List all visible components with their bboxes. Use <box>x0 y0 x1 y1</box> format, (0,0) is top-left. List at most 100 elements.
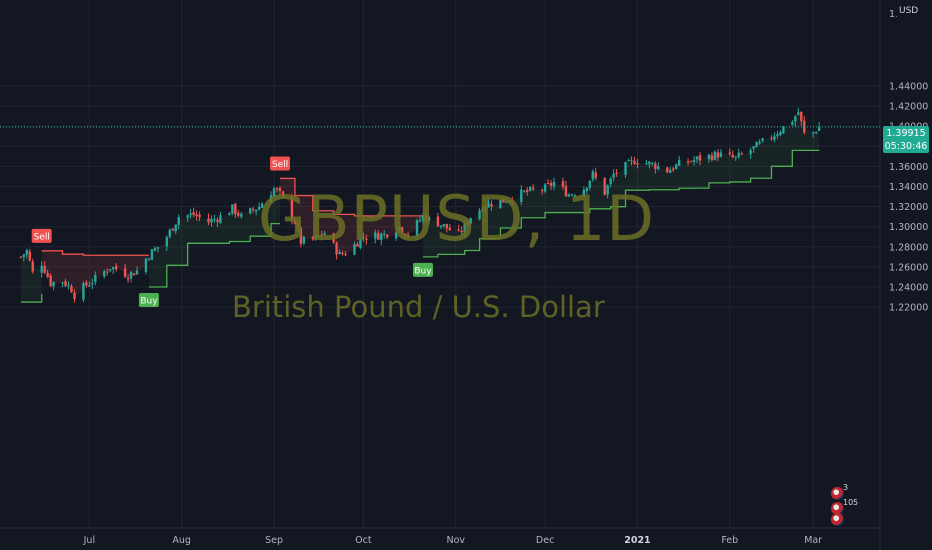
candle-body <box>135 270 139 275</box>
candle-body <box>362 237 365 239</box>
economic-events[interactable]: 3 10 5 <box>829 483 859 527</box>
current-price-tag: 1.39915 05:30:46 <box>883 126 929 153</box>
candle-body <box>794 116 797 122</box>
candle-body <box>28 251 31 261</box>
candle-body <box>505 201 508 203</box>
candle-body <box>147 258 151 260</box>
candle-body <box>731 154 734 158</box>
candle-body <box>323 233 326 235</box>
candle-body <box>749 150 752 155</box>
candle-body <box>523 190 526 192</box>
candle-body <box>85 282 88 286</box>
candle-body <box>624 162 627 175</box>
candle-body <box>70 286 73 293</box>
candle-body <box>654 163 657 170</box>
uptrend-fill <box>148 188 280 287</box>
uptrend-fill <box>422 113 820 257</box>
downtrend-line <box>280 177 423 217</box>
candle-body <box>269 195 273 204</box>
candle-body <box>251 208 255 211</box>
candle-body <box>588 180 591 188</box>
candle-body <box>299 227 303 244</box>
candle-body <box>791 122 794 125</box>
candle-body <box>254 209 258 212</box>
price-axis-label: 1.24000 <box>889 283 928 294</box>
candle-body <box>383 233 386 235</box>
candle-body <box>129 272 133 279</box>
candle-body <box>311 236 314 239</box>
time-axis-label: Sep <box>265 535 283 546</box>
candle-body <box>439 225 443 227</box>
time-axis-label: Feb <box>721 535 738 546</box>
candle-body <box>356 244 359 247</box>
candle-body <box>674 164 678 169</box>
candle-body <box>293 220 297 224</box>
candle-body <box>427 216 431 221</box>
candle-body <box>707 154 711 160</box>
candle-body <box>114 266 118 270</box>
price-axis-label: 1.22000 <box>889 303 928 314</box>
candle-body <box>814 132 818 134</box>
candle-body <box>231 204 234 214</box>
candle-body <box>332 233 335 243</box>
candle-body <box>671 168 675 170</box>
candle-body <box>633 160 636 165</box>
candle-body <box>397 226 401 231</box>
candle-body <box>457 229 460 231</box>
candle-body <box>260 203 264 208</box>
candle-body <box>648 161 651 165</box>
candle-body <box>400 227 404 234</box>
candle-body <box>88 285 91 287</box>
signal-label: Buy <box>414 266 432 276</box>
currency-label[interactable]: USD <box>896 5 922 17</box>
candle-body <box>67 285 70 287</box>
event-badge: 5 <box>853 498 859 507</box>
candle-body <box>487 202 490 208</box>
candle-body <box>40 265 43 273</box>
uptrend-fill <box>20 252 42 303</box>
candle-body <box>445 223 449 229</box>
candle-body <box>442 224 446 226</box>
candle-body <box>64 281 67 287</box>
candle-body <box>686 161 690 163</box>
candle-body <box>564 185 568 197</box>
candle-body <box>359 238 362 248</box>
candle-body <box>126 277 130 280</box>
time-axis-label: Oct <box>355 535 372 546</box>
candle-body <box>502 198 505 203</box>
candle-body <box>52 282 55 287</box>
candle-body <box>153 248 157 251</box>
candle-body <box>561 181 565 187</box>
candle-body <box>776 134 779 137</box>
candle-body <box>418 220 422 222</box>
candle-body <box>508 200 511 202</box>
candle-body <box>770 137 773 139</box>
candle-body <box>713 151 717 160</box>
candle-body <box>228 213 231 216</box>
candle-body <box>463 222 466 233</box>
candle-body <box>165 237 169 247</box>
candle-body <box>234 203 237 215</box>
candle-body <box>302 236 306 244</box>
candle-body <box>320 234 323 236</box>
candle-body <box>531 187 535 190</box>
candle-body <box>546 182 550 184</box>
candle-body <box>272 188 276 197</box>
candle-body <box>481 209 484 212</box>
candle-body <box>195 214 198 217</box>
candle-body <box>156 246 160 249</box>
candle-body <box>511 200 514 202</box>
candle-body <box>73 292 76 300</box>
candle-body <box>406 234 410 237</box>
candle-body <box>612 173 615 178</box>
sell-signal-badge <box>31 228 52 243</box>
candle-body <box>150 249 154 260</box>
candle-body <box>695 156 699 160</box>
price-axis-label: 1.34000 <box>889 182 928 193</box>
time-axis-label: Mar <box>804 535 822 546</box>
candle-body <box>317 235 320 237</box>
candle-body <box>335 242 338 255</box>
candle-body <box>594 172 597 178</box>
candle-body <box>573 195 577 197</box>
